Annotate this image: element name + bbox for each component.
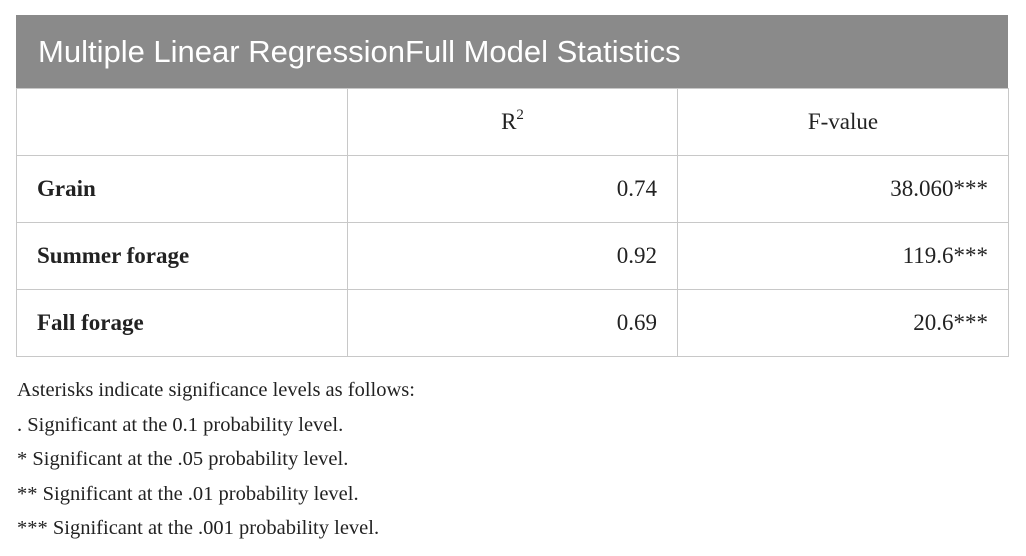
row: Grain 0.74 38.060*** — [16, 155, 1009, 223]
row: Fall forage 0.69 20.6*** — [16, 289, 1009, 357]
table-title: Multiple Linear RegressionFull Model Sta… — [16, 15, 1008, 88]
cell: 0.69 — [347, 289, 678, 357]
cell: 0.92 — [347, 222, 678, 290]
footnote: *** Significant at the .001 probability … — [17, 517, 380, 539]
header-row: R2 F-value — [16, 88, 1009, 156]
footnote: . Significant at the 0.1 probability lev… — [17, 413, 344, 436]
row-label: Summer forage — [16, 222, 348, 290]
header-text: R — [501, 109, 517, 134]
cell: 119.6*** — [677, 222, 1009, 290]
header-cell: R2 — [347, 88, 678, 156]
cell: 0.74 — [347, 155, 678, 223]
footnotes: Asterisks indicate significance levels a… — [17, 373, 415, 546]
cell: 20.6*** — [677, 289, 1009, 357]
row-label: Grain — [16, 155, 348, 223]
footnote: * Significant at the .05 probability lev… — [17, 448, 349, 470]
header-cell: F-value — [677, 88, 1009, 156]
stats-table: R2 F-value Grain 0.74 38.060*** Summer f… — [16, 88, 1009, 357]
row: Summer forage 0.92 119.6*** — [16, 222, 1009, 290]
footnote: Asterisks indicate significance levels a… — [17, 379, 415, 401]
row-label: Fall forage — [16, 289, 348, 357]
footnote: ** Significant at the .01 probability le… — [17, 482, 359, 505]
cell: 38.060*** — [677, 155, 1009, 223]
header-superscript: 2 — [516, 107, 524, 123]
header-cell — [16, 88, 348, 156]
